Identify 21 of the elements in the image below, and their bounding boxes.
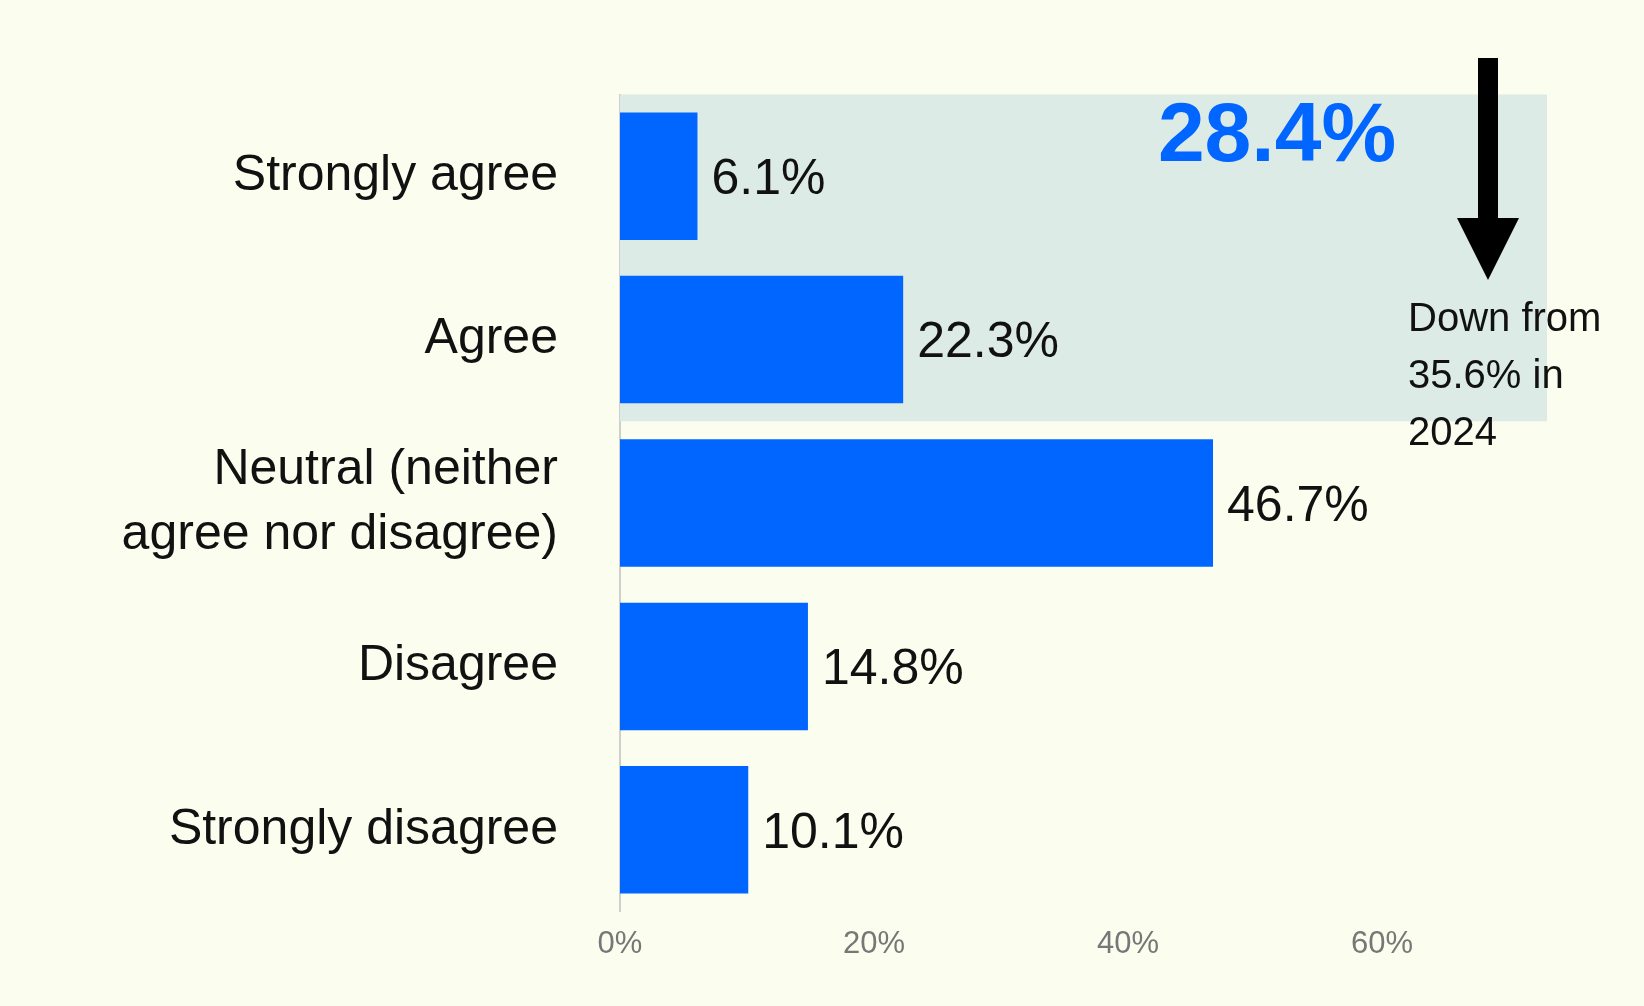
bar <box>620 275 904 404</box>
bar <box>620 112 698 240</box>
data-label: 14.8% <box>821 639 964 696</box>
x-tick-label: 20% <box>842 924 905 960</box>
y-tick-label: Neutral (neither agree nor disagree) <box>121 439 558 561</box>
annotation: 28.4% <box>1157 85 1397 180</box>
bar <box>620 766 749 894</box>
y-tick-label: Strongly agree <box>232 144 558 201</box>
x-tick-label: 60% <box>1350 924 1413 960</box>
data-label: 10.1% <box>762 802 905 859</box>
x-tick-label: 0% <box>597 924 643 960</box>
data-label: 46.7% <box>1227 475 1369 532</box>
y-tick-label: Agree <box>424 308 558 365</box>
bar <box>620 602 808 731</box>
y-tick-label: Disagree <box>357 635 558 692</box>
y-tick-label: Strongly disagree <box>168 798 558 855</box>
bar <box>620 439 1214 567</box>
x-tick-label: 40% <box>1096 924 1159 960</box>
annotation: Down from 35.6% in 2024 <box>1408 295 1602 454</box>
data-label: 22.3% <box>917 312 1059 369</box>
data-label: 6.1% <box>711 148 826 205</box>
